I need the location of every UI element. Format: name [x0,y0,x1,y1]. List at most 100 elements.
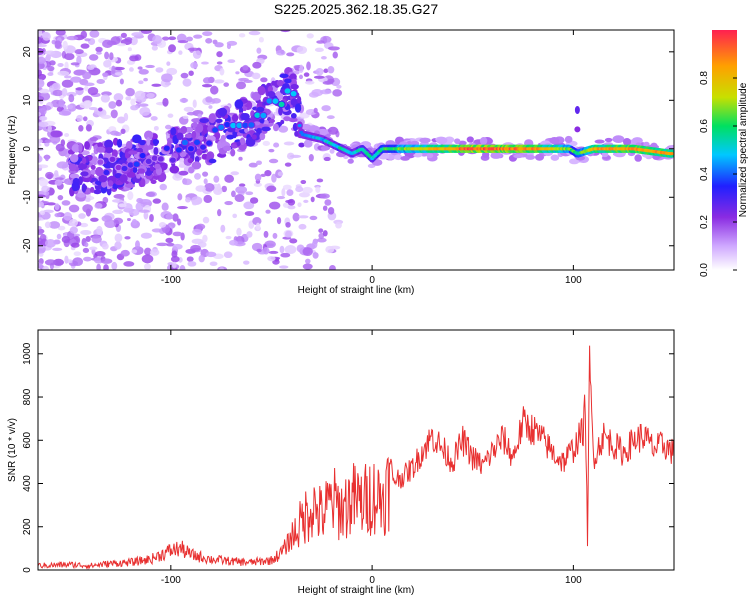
spectrogram-halo-cell [564,135,573,144]
spectrogram-noise-cell [303,72,310,77]
spectrogram-noise-cell [165,213,174,220]
spectrogram-noise-cell [161,202,169,211]
spectrogram-noise-cell [44,259,57,266]
snr-plot-area [38,330,674,570]
spectrogram-noise-cell [38,231,43,236]
spectrogram-cell [176,132,184,141]
spectrogram-noise-cell [111,65,116,75]
spectrogram-noise-cell [57,62,64,67]
spectrogram-noise-cell [182,78,192,87]
spectrogram-noise-cell [300,179,307,185]
spectrogram-noise-cell [61,79,74,88]
spectrogram-noise-cell [311,89,324,97]
spectrogram-noise-cell [94,251,106,257]
spectrogram-noise-cell [55,30,66,36]
spectrogram-noise-cell [161,36,170,41]
spectrogram-track-blob [102,168,111,177]
spectrogram-cell [188,166,195,174]
spectrogram-cell [96,146,106,153]
spectrogram-noise-cell [113,66,125,71]
spectrogram-noise-cell [280,30,291,33]
spectrogram-noise-cell [326,115,335,120]
spectrogram-track-blob [120,164,129,173]
spectrogram-noise-cell [88,54,99,61]
spectrogram-noise-cell [41,185,50,192]
spectrogram-noise-cell [231,190,236,198]
spectrogram-noise-cell [273,142,280,148]
spectrogram-noise-cell [183,106,195,112]
spectrogram-noise-cell [47,72,54,77]
spectrogram-noise-cell [306,33,314,39]
spectrogram-noise-cell [254,173,262,182]
spectrogram-noise-cell [42,31,51,41]
snr-x-tick-label: -100 [161,575,181,586]
spectrogram-halo-cell [601,151,609,158]
spectrogram-cell [276,79,285,87]
spectrogram-noise-cell [114,72,124,76]
spectrogram-noise-cell [286,189,294,196]
spectrogram-noise-cell [48,221,61,229]
spectrogram-noise-cell [120,249,130,257]
spectrogram-cell [208,158,217,164]
spectrogram-noise-cell [115,99,123,107]
spectrogram-noise-cell [219,267,225,270]
spectrogram-noise-cell [64,52,75,61]
spectrogram-noise-cell [248,30,261,36]
spectrogram-noise-cell [124,37,133,42]
spectrogram-noise-cell [221,185,228,193]
spectrogram-noise-cell [126,217,131,222]
spectrogram-y-tick-label: -20 [22,238,33,253]
spectrogram-noise-cell [39,116,48,121]
spectrogram-noise-cell [195,185,206,192]
spectrogram-noise-cell [64,133,70,138]
spectrogram-halo-cell [300,123,312,130]
spectrogram-noise-cell [54,213,61,218]
spectrogram-noise-cell [83,82,95,87]
spectrogram-noise-cell [306,61,311,71]
spectrogram-cell [294,130,299,137]
spectrogram-noise-cell [72,257,84,266]
spectrogram-cell [137,168,145,174]
spectrogram-cell [105,147,114,154]
spectrogram-noise-cell [220,224,226,233]
spectrogram-noise-cell [229,239,238,246]
spectrogram-halo-cell [436,136,448,145]
spectrogram-noise-cell [243,79,253,84]
spectrogram-y-tick-label: 20 [22,46,33,58]
spectrogram-noise-cell [277,171,284,177]
spectrogram-noise-cell [159,183,167,191]
spectrogram-cell [290,98,299,107]
spectrogram-spike [574,126,581,133]
spectrogram-noise-cell [130,98,136,106]
spectrogram-cell [269,118,275,124]
spectrogram-cell [191,161,202,170]
spectrogram-noise-cell [279,245,285,254]
spectrogram-noise-cell [68,94,75,103]
spectrogram-cell [178,170,189,176]
spectrogram-noise-cell [297,202,302,208]
spectrogram-cell [90,164,96,170]
spectrogram-cell [257,85,266,96]
spectrogram-noise-cell [57,70,70,76]
spectrogram-noise-cell [172,231,183,237]
spectrogram-noise-cell [53,258,65,266]
spectrogram-noise-cell [318,232,325,240]
spectrogram-cell [107,180,114,187]
spectrogram-noise-cell [44,239,56,248]
spectrogram-halo-cell [634,154,642,162]
spectrogram-cell [119,174,128,183]
spectrogram-noise-cell [256,248,262,253]
spectrogram-noise-cell [103,60,112,68]
spectrogram-noise-cell [182,115,189,119]
spectrogram-noise-cell [70,76,82,83]
spectrogram-noise-cell [284,245,297,254]
spectrogram-noise-cell [260,77,268,83]
spectrogram-x-tick-label: 0 [369,275,375,286]
spectrogram-halo-cell [604,137,613,143]
spectrogram-cell [128,150,138,155]
spectrogram-noise-cell [321,105,331,112]
spectrogram-noise-cell [38,30,43,37]
spectrogram-noise-cell [172,261,177,269]
spectrogram-noise-cell [73,251,82,257]
spectrogram-cell [68,162,77,172]
